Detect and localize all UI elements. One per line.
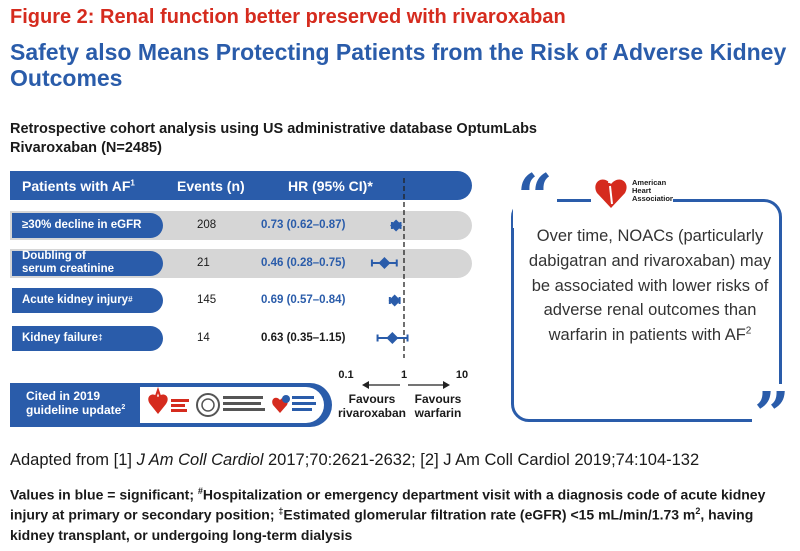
favours-rivaroxaban-label: Favours rivaroxaban — [338, 392, 406, 420]
hrs-logo-icon — [272, 395, 316, 413]
outcome-text: ≥30% decline in eGFR — [22, 219, 142, 232]
header-events: Events (n) — [177, 178, 245, 194]
adapted-from: Adapted from [1] J Am Coll Cardiol 2017;… — [10, 451, 700, 469]
quote-text: Over time, NOACs (particularly dabigatra… — [528, 227, 772, 344]
society-logos — [148, 386, 316, 417]
svg-text:Heart: Heart — [632, 186, 652, 195]
hr-value: 0.69 (0.57–0.84) — [261, 294, 346, 306]
figure-title: Figure 2: Renal function better preserve… — [10, 6, 566, 28]
left-arrow-head — [362, 381, 369, 389]
outcome-text: Kidney failure — [22, 331, 99, 344]
aha-logo: American Heart Association. — [591, 166, 677, 212]
quote-box — [511, 199, 782, 422]
events-value: 145 — [197, 294, 217, 306]
table-header: Patients with AF1 Events (n) HR (95% CI)… — [10, 171, 472, 200]
logo-strip — [140, 386, 324, 423]
footnote: Values in blue = significant; #Hospitali… — [10, 486, 766, 543]
outcome-text: Acute kidney injury — [22, 294, 129, 307]
svg-text:Association.: Association. — [632, 194, 673, 203]
favours-warfarin-label: Favours warfarin — [414, 392, 462, 420]
hr-point — [390, 219, 403, 232]
events-value: 14 — [197, 331, 210, 344]
study-description: Retrospective cohort analysis using US a… — [10, 121, 537, 137]
outcome-text: Doubling of serum creatinine — [22, 250, 115, 275]
right-arrow-head — [443, 381, 450, 389]
hr-value: 0.73 (0.62–0.87) — [261, 219, 346, 231]
close-quote-icon: ” — [752, 378, 792, 451]
study-population: Rivaroxaban (N=2485) — [10, 140, 162, 156]
events-value: 21 — [197, 256, 210, 269]
outcome-label: Kidney failure ‡ — [12, 325, 163, 351]
aha-heart-torch-icon: American Heart Association. — [595, 168, 677, 208]
header-hr: HR (95% CI)* — [288, 178, 373, 194]
open-quote-icon: “ — [513, 166, 557, 228]
outcome-footnote-mark: # — [128, 295, 133, 305]
x-tick-label: 10 — [456, 369, 468, 381]
outcome-label: ≥30% decline in eGFR — [12, 213, 163, 238]
outcome-label: Doubling of serum creatinine — [12, 250, 163, 276]
cited-badge: Cited in 2019 guideline update2 — [10, 383, 332, 427]
acc-logo-icon — [196, 393, 265, 417]
hr-value: 0.63 (0.35–1.15) — [261, 331, 346, 344]
hr-value: 0.46 (0.28–0.75) — [261, 256, 346, 269]
headline: Safety also Means Protecting Patients fr… — [10, 39, 787, 91]
outcome-label: Acute kidney injury # — [12, 288, 163, 313]
forest-plot: 0.1 1 10 Favours rivaroxaban Favours warfarin — [338, 178, 468, 420]
aha-small-logo-icon — [148, 386, 189, 414]
outcome-footnote-mark: ‡ — [98, 332, 103, 342]
hr-point — [386, 332, 399, 344]
svg-text:American: American — [632, 178, 667, 187]
cited-text: Cited in 2019 guideline update2 — [26, 389, 126, 418]
hr-point — [388, 294, 401, 307]
x-tick-label: 1 — [401, 369, 407, 381]
hr-point — [378, 257, 391, 269]
events-value: 208 — [197, 219, 217, 231]
header-patients: Patients with AF1 — [22, 178, 135, 194]
x-tick-label: 0.1 — [338, 369, 353, 381]
